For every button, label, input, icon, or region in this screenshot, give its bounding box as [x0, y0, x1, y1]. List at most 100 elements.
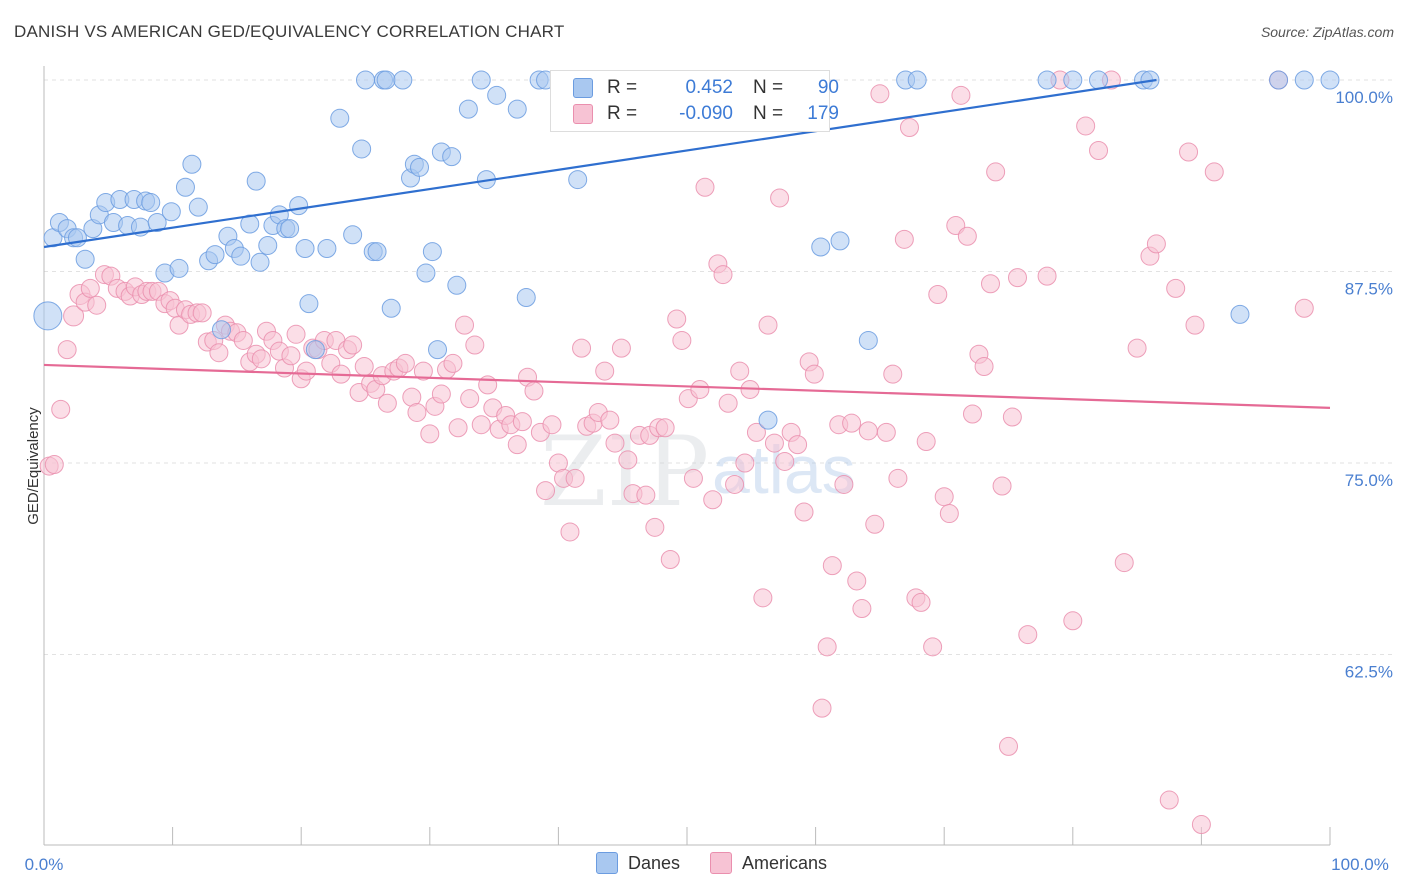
danes-point — [250, 252, 270, 272]
americans-point — [251, 349, 271, 369]
americans-point — [443, 353, 463, 373]
americans-point — [595, 361, 615, 381]
americans-point — [951, 85, 971, 105]
americans-point — [812, 698, 832, 718]
americans-point — [542, 415, 562, 435]
danes-point — [330, 108, 350, 128]
americans-point — [465, 335, 485, 355]
n-label: N = — [753, 103, 784, 124]
americans-point — [281, 346, 301, 366]
danes-point — [33, 301, 63, 331]
danes-trend-line — [43, 78, 1157, 249]
americans-point — [448, 418, 468, 438]
y-axis-title: GED/Equivalency — [25, 407, 42, 525]
danes-point — [422, 242, 442, 262]
danes-point — [161, 202, 181, 222]
americans-point — [560, 522, 580, 542]
n-value: 179 — [807, 103, 839, 124]
americans-point — [343, 335, 363, 355]
danes-point — [1089, 70, 1109, 90]
legend-item-americans[interactable]: Americans — [710, 852, 827, 874]
americans-point — [1063, 611, 1083, 631]
americans-point — [420, 424, 440, 444]
americans-point — [645, 517, 665, 537]
series-legend: Danes Americans — [596, 852, 857, 874]
danes-point — [182, 154, 202, 174]
americans-point — [1204, 162, 1224, 182]
americans-point — [605, 433, 625, 453]
n-value: 90 — [817, 77, 839, 98]
americans-point — [536, 481, 556, 501]
americans-point — [209, 343, 229, 363]
americans-point — [413, 361, 433, 381]
americans-point — [660, 550, 680, 570]
americans-point — [847, 571, 867, 591]
americans-point — [911, 592, 931, 612]
americans-point — [395, 353, 415, 373]
danes-point — [471, 70, 491, 90]
americans-point — [858, 421, 878, 441]
americans-point — [883, 364, 903, 384]
americans-point — [899, 117, 919, 137]
r-label: R = — [607, 103, 638, 124]
y-tick-label: 75.0% — [1345, 471, 1393, 490]
americans-point — [455, 315, 475, 335]
americans-trend-line — [43, 363, 1331, 409]
danes-point — [907, 70, 927, 90]
americans-point — [233, 330, 253, 350]
americans-point — [611, 338, 631, 358]
americans-point — [1114, 553, 1134, 573]
danes-point — [305, 340, 325, 360]
americans-point — [354, 356, 374, 376]
danes-point — [487, 85, 507, 105]
americans-point — [1191, 815, 1211, 835]
legend-item-danes[interactable]: Danes — [596, 852, 680, 874]
y-tick-label: 87.5% — [1345, 280, 1393, 299]
americans-point — [471, 415, 491, 435]
danes-point — [147, 212, 167, 232]
danes-point — [231, 246, 251, 266]
danes-point — [376, 70, 396, 90]
americans-point — [286, 324, 306, 344]
danes-point — [1320, 70, 1340, 90]
danes-point — [295, 239, 315, 259]
americans-point — [1185, 315, 1205, 335]
americans-point — [1037, 266, 1057, 286]
americans-point — [746, 422, 766, 442]
americans-point — [992, 476, 1012, 496]
danes-point — [1294, 70, 1314, 90]
danes-point — [317, 239, 337, 259]
americans-point — [928, 284, 948, 304]
danes-point — [67, 228, 87, 248]
americans-point — [296, 361, 316, 381]
r-value: 0.452 — [685, 77, 733, 98]
trend-lines — [43, 78, 1331, 409]
danes-point — [299, 294, 319, 314]
legend-row-danes: R = 0.452 N = 90 — [573, 76, 839, 100]
americans-point — [758, 315, 778, 335]
y-tick-label: 100.0% — [1335, 88, 1393, 107]
r-value: -0.090 — [679, 103, 733, 124]
y-tick-label: 62.5% — [1345, 663, 1393, 682]
americans-point — [1146, 234, 1166, 254]
americans-point — [865, 514, 885, 534]
americans-point — [842, 413, 862, 433]
danes-point — [428, 340, 448, 360]
americans-point — [695, 177, 715, 197]
americans-point — [753, 588, 773, 608]
danes-point — [169, 258, 189, 278]
americans-point — [834, 474, 854, 494]
americans-point — [852, 599, 872, 619]
americans-point — [957, 226, 977, 246]
americans-point — [1294, 298, 1314, 318]
danes-point — [141, 193, 161, 213]
americans-point — [986, 162, 1006, 182]
danes-point — [410, 157, 430, 177]
americans-point — [822, 556, 842, 576]
r-label: R = — [607, 77, 638, 98]
americans-point — [1159, 790, 1179, 810]
americans-point — [870, 84, 890, 104]
danes-point — [1230, 304, 1250, 324]
danes-point — [356, 70, 375, 90]
